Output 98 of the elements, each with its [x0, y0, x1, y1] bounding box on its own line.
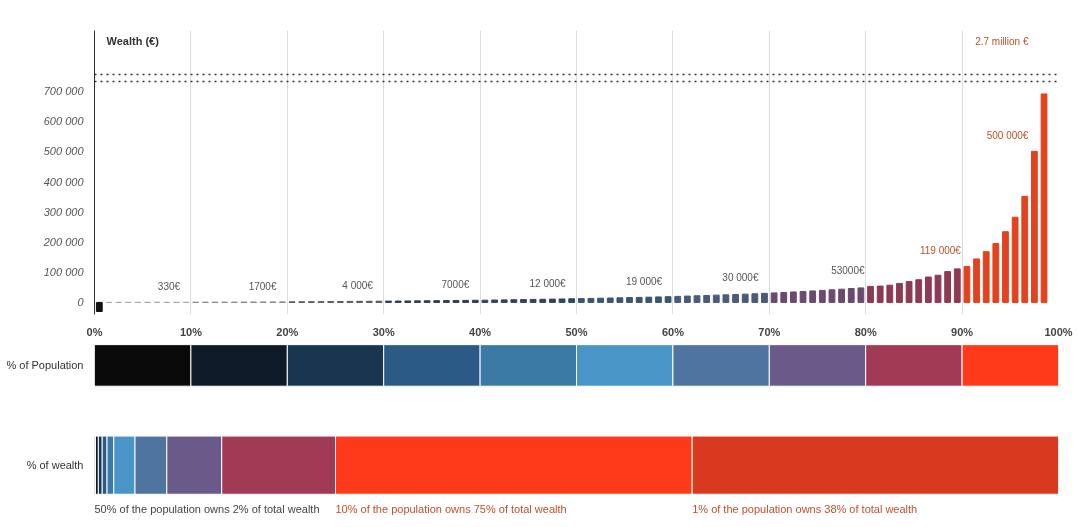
- y-tick-label: 700 000: [43, 84, 85, 97]
- bar: [549, 298, 556, 303]
- bar: [780, 291, 788, 303]
- annotation: 500 000€: [986, 130, 1029, 142]
- annotation: 4 000€: [342, 280, 374, 292]
- bar: [577, 298, 585, 303]
- bar: [818, 289, 826, 303]
- annotation: 2.7 million €: [975, 35, 1029, 47]
- annotation: 12 000€: [529, 277, 567, 289]
- bar: [896, 282, 903, 303]
- y-tick-label: 500 000: [43, 145, 85, 158]
- bar: [491, 299, 498, 303]
- annotation: 119 000€: [919, 245, 962, 257]
- bar: [1040, 93, 1048, 303]
- bar: [712, 294, 720, 303]
- y-tick-label: 100 000: [43, 266, 85, 279]
- y-tick-label: 0: [77, 296, 85, 309]
- annotation: 1700€: [248, 280, 277, 292]
- bar: [751, 293, 759, 303]
- bar: [934, 274, 942, 303]
- x-tick-label: 0%: [86, 325, 103, 338]
- bar: [481, 299, 489, 303]
- x-tick-label: 30%: [372, 325, 395, 338]
- bar: [693, 295, 701, 303]
- bar: [587, 297, 595, 303]
- annotation: 30 000€: [722, 272, 759, 284]
- bar: [876, 285, 884, 303]
- bar: [973, 258, 980, 303]
- bar: [1021, 195, 1029, 303]
- bar: [539, 298, 547, 303]
- bar: [924, 276, 932, 303]
- bar: [809, 290, 817, 303]
- bar: [905, 281, 913, 303]
- bar: [462, 299, 470, 303]
- bar: [626, 297, 633, 303]
- annotation: 330€: [157, 281, 181, 293]
- bar: [732, 293, 739, 303]
- bar: [886, 284, 894, 303]
- bar: [703, 294, 711, 303]
- y-axis-title: Wealth (€): [106, 34, 160, 47]
- bar: [645, 296, 653, 303]
- bar: [915, 279, 923, 303]
- bar: [500, 299, 508, 303]
- bar: [982, 251, 990, 303]
- bar: [471, 299, 479, 303]
- bar: [683, 295, 691, 303]
- bar: [847, 288, 855, 303]
- bar: [664, 296, 672, 303]
- bar: [944, 271, 952, 303]
- bar: [520, 299, 527, 303]
- annotation: 53000€: [831, 265, 865, 277]
- bar: [741, 293, 749, 303]
- bar: [761, 292, 768, 303]
- bar: [953, 268, 961, 303]
- bar: [655, 296, 662, 303]
- x-tick-label: 40%: [469, 325, 492, 338]
- bar: [635, 296, 643, 303]
- x-tick-label: 20%: [276, 325, 299, 338]
- bar: [828, 289, 836, 303]
- bar: [568, 298, 576, 303]
- bar: [770, 292, 778, 303]
- bar: [1002, 231, 1009, 303]
- bar: [722, 294, 730, 303]
- annotation: 19 000€: [625, 275, 663, 287]
- bar: [1031, 150, 1038, 303]
- bar: [992, 243, 1000, 303]
- y-tick-label: 400 000: [43, 175, 85, 188]
- annotation: 10% of the population owns 75% of total wealth: [335, 502, 567, 515]
- x-tick-label: 90%: [951, 325, 974, 338]
- bar: [1011, 216, 1019, 303]
- x-tick-label: 70%: [758, 325, 781, 338]
- bar: [616, 297, 624, 303]
- x-tick-label: 10%: [179, 325, 203, 338]
- bar: [558, 298, 566, 303]
- bar: [95, 301, 103, 312]
- bar: [799, 290, 807, 303]
- bar: [674, 295, 682, 303]
- bar: [838, 288, 845, 303]
- annotation: 7000€: [441, 279, 470, 291]
- annotation: 50% of the population owns 2% of total wealth: [94, 502, 320, 515]
- y-tick-label: % of Population: [6, 359, 84, 372]
- y-tick-label: 200 000: [42, 235, 85, 248]
- bar: [857, 287, 865, 303]
- bar: [963, 265, 971, 303]
- y-tick-label: 300 000: [43, 205, 85, 218]
- x-tick-label: 80%: [854, 325, 877, 338]
- x-tick-label: 50%: [565, 325, 588, 338]
- y-tick-label: 600 000: [43, 115, 85, 128]
- x-tick-label: 100%: [1044, 325, 1073, 338]
- y-tick-label: % of wealth: [26, 459, 84, 472]
- bar: [790, 291, 797, 303]
- annotation: 1% of the population owns 38% of total wealth: [692, 502, 918, 515]
- x-tick-label: 60%: [661, 325, 685, 338]
- bar: [597, 297, 604, 303]
- bar: [510, 299, 518, 303]
- bar: [867, 285, 874, 303]
- bar: [606, 297, 614, 303]
- bar: [529, 298, 537, 303]
